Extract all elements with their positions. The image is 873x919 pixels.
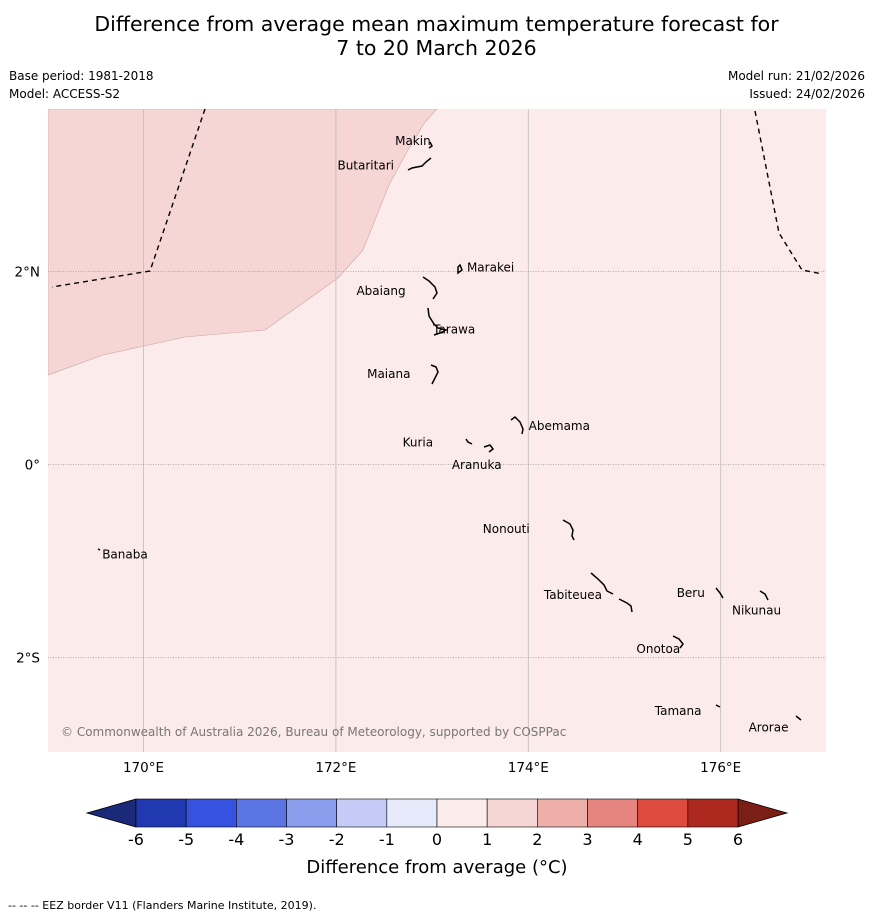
colorbar-tick-label: -4 xyxy=(228,830,244,849)
island-maiana xyxy=(430,364,439,385)
gridlines xyxy=(48,109,826,752)
place-label-makin: Makin xyxy=(395,134,431,148)
eez-border-east xyxy=(754,110,823,275)
place-label-abaiang: Abaiang xyxy=(356,284,405,298)
island-aranuka xyxy=(483,444,495,453)
eez-borders xyxy=(51,109,823,288)
island-kuria xyxy=(465,438,473,445)
lon-tick-label: 172°E xyxy=(315,760,356,776)
copyright-text: © Commonwealth of Australia 2026, Bureau… xyxy=(61,725,566,739)
colorbar-ticks: -6 -5 -4 -3 -2 -1 0 1 2 3 4 5 6 xyxy=(128,830,743,849)
island-marakei xyxy=(457,263,463,275)
colorbar-swatch xyxy=(386,798,438,828)
place-label-arorae: Arorae xyxy=(749,720,789,734)
model-name: Model: ACCESS-S2 xyxy=(9,87,121,101)
island-banaba xyxy=(97,548,101,551)
meta-right: Model run: 21/02/2026 Issued: 24/02/2026 xyxy=(728,67,865,103)
place-label-tarawa: Tarawa xyxy=(432,322,475,336)
model-run: Model run: 21/02/2026 xyxy=(727,69,865,83)
colorbar-tick-label: 5 xyxy=(683,830,693,849)
lon-tick-label: 170°E xyxy=(123,760,164,776)
place-label-abemama: Abemama xyxy=(529,419,590,433)
colorbar-extend-high xyxy=(737,798,789,828)
lon-tick-label: 176°E xyxy=(700,760,741,776)
place-label-onotoa: Onotoa xyxy=(636,642,680,656)
lat-tick-label: 0° xyxy=(25,458,40,474)
place-label-marakei: Marakei xyxy=(467,261,514,275)
colorbar-swatch xyxy=(135,798,187,828)
island-tarawa xyxy=(427,307,449,336)
place-label-butaritari: Butaritari xyxy=(337,158,394,172)
colorbar-swatch xyxy=(637,798,689,828)
colorbar-swatch xyxy=(486,798,538,828)
colorbar-tick-label: 0 xyxy=(432,830,442,849)
colorbar-tick-label: -2 xyxy=(329,830,345,849)
colorbar-swatch xyxy=(537,798,588,828)
colorbar-tick-label: -1 xyxy=(379,830,395,849)
colorbar-tick-label: -5 xyxy=(178,830,194,849)
place-label-nonouti: Nonouti xyxy=(483,522,530,536)
island-abaiang xyxy=(422,276,438,300)
colorbar-swatch xyxy=(185,798,237,828)
title-line-1: Difference from average mean maximum tem… xyxy=(94,12,779,36)
colorbar-tick-label: -3 xyxy=(279,830,295,849)
place-label-kuria: Kuria xyxy=(403,435,434,449)
colorbar-tick-label: 3 xyxy=(582,830,592,849)
colorbar-swatches xyxy=(85,798,789,828)
lon-tick-label: 174°E xyxy=(508,760,549,776)
island-nonouti xyxy=(562,519,575,541)
lat-tick-label: 2°N xyxy=(15,265,40,281)
colorbar-swatch xyxy=(687,798,739,828)
place-label-beru: Beru xyxy=(677,586,705,600)
place-label-nikunau: Nikunau xyxy=(732,604,781,618)
island-arorae xyxy=(795,715,802,721)
island-nikunau xyxy=(759,590,769,601)
meta-left: Base period: 1981-2018 Model: ACCESS-S2 xyxy=(9,67,154,103)
island-beru xyxy=(715,587,724,599)
shading-one-to-two xyxy=(48,109,438,376)
colorbar: -6 -5 -4 -3 -2 -1 0 1 2 3 4 5 6 Difference from aver… xyxy=(85,798,789,878)
island-outlines xyxy=(97,141,802,721)
issued-date: Issued: 24/02/2026 xyxy=(749,87,865,101)
place-label-maiana: Maiana xyxy=(367,367,410,381)
base-period: Base period: 1981-2018 xyxy=(9,69,154,83)
colorbar-tick-label: -6 xyxy=(128,830,144,849)
title-line-2: 7 to 20 March 2026 xyxy=(336,36,537,60)
island-tamana xyxy=(715,704,721,708)
island-butaritari xyxy=(407,157,432,171)
colorbar-label: Difference from average (°C) xyxy=(306,857,567,878)
place-label-aranuka: Aranuka xyxy=(452,458,502,472)
colorbar-swatch xyxy=(286,798,337,828)
axis-tick-labels: 170°E 172°E 174°E 176°E 2°N 0° 2°S xyxy=(15,265,742,777)
colorbar-tick-label: 4 xyxy=(633,830,643,849)
colorbar-swatch xyxy=(436,798,488,828)
island-onotoa xyxy=(672,635,684,649)
colorbar-extend-low xyxy=(85,798,137,828)
place-label-banaba: Banaba xyxy=(102,547,148,561)
island-tabiteuea xyxy=(590,572,633,613)
island-abemama xyxy=(510,416,524,435)
place-label-tabiteuea: Tabiteuea xyxy=(543,588,602,602)
colorbar-swatch xyxy=(336,798,388,828)
colorbar-swatch xyxy=(587,798,638,828)
place-label-tamana: Tamana xyxy=(654,704,702,718)
colorbar-tick-label: 1 xyxy=(482,830,492,849)
island-makin xyxy=(428,141,433,149)
chart-title: Difference from average mean maximum tem… xyxy=(0,12,873,60)
colorbar-swatch xyxy=(236,798,287,828)
lat-tick-label: 2°S xyxy=(16,651,40,667)
eez-border-west xyxy=(51,109,206,288)
colorbar-tick-label: 6 xyxy=(733,830,743,849)
colorbar-tick-label: 2 xyxy=(532,830,542,849)
eez-source-footnote: -- -- -- EEZ border V11 (Flanders Marine… xyxy=(8,899,317,912)
